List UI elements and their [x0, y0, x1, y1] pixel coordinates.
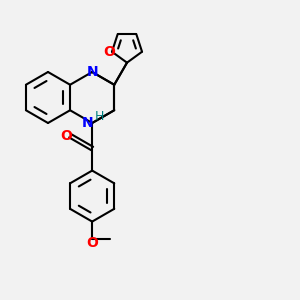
Text: O: O [103, 45, 115, 59]
Text: N: N [82, 116, 94, 130]
Text: O: O [61, 129, 72, 143]
Text: O: O [86, 236, 98, 250]
Text: N: N [86, 65, 98, 79]
Text: H: H [95, 110, 104, 124]
